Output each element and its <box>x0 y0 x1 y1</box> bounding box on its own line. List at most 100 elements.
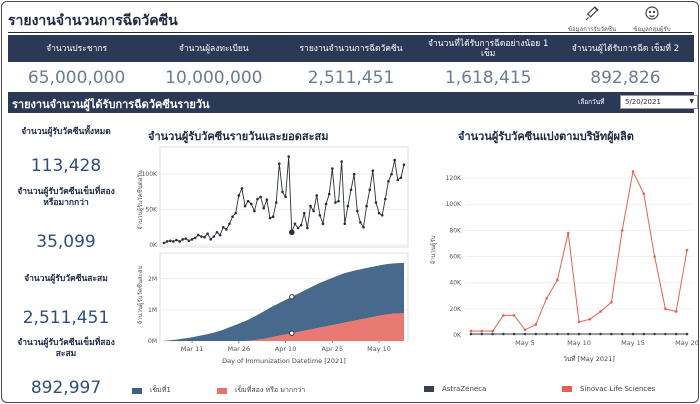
kpi-value-row: 65,000,000 10,000,000 2,511,451 1,618,41… <box>8 64 694 92</box>
daily-point <box>243 204 247 208</box>
manufacturer-chart[interactable]: 0K 20K 40K 60K 80K 100K 120K จำนวนผู้รับ May 5 Ma… <box>423 145 698 377</box>
stat-value-cumulative-dose2: 892,997 <box>30 378 102 398</box>
kpi-value-population: 65,000,000 <box>27 68 126 88</box>
manufacturer-ytick: 20K <box>449 306 462 313</box>
daily-point <box>334 201 337 204</box>
daily-point <box>237 194 241 197</box>
sinovac-point <box>469 329 473 333</box>
daily-point <box>200 235 203 238</box>
daily-point <box>175 238 178 242</box>
daily-panel-frame <box>159 146 409 248</box>
daily-point <box>296 226 300 230</box>
daily-point <box>196 233 200 237</box>
kpi-value-dose1: 1,618,415 <box>444 68 532 88</box>
daily-point <box>396 178 400 182</box>
syringe-icon <box>585 6 599 21</box>
person-icon <box>645 6 659 20</box>
astrazeneca-point <box>469 332 473 336</box>
daily-point <box>324 202 328 206</box>
daily-point <box>337 199 340 203</box>
daily-point <box>355 209 359 213</box>
daily-point <box>299 223 303 227</box>
daily-point <box>293 222 297 226</box>
astrazeneca-point <box>610 332 613 336</box>
daily-ytick: 0K <box>149 242 158 249</box>
astrazeneca-point <box>631 332 635 336</box>
kpi-value-vaccinations: 2,511,451 <box>307 68 395 88</box>
daily-highlight-point <box>288 229 295 236</box>
sinovac-point <box>512 314 516 317</box>
daily-point <box>343 222 347 226</box>
daily-point <box>184 237 188 240</box>
daily-point <box>321 222 325 226</box>
astrazeneca-point <box>664 332 667 336</box>
daily-point <box>318 213 322 217</box>
daily-point <box>187 239 191 243</box>
sinovac-point <box>566 231 570 235</box>
sinovac-point <box>588 318 592 321</box>
daily-point <box>340 160 343 163</box>
sinovac-point <box>502 314 505 317</box>
daily-series-line <box>163 156 405 244</box>
cumulative-ytick: 0M <box>148 338 157 345</box>
date-select[interactable]: 5/20/2021 ▼ <box>620 95 698 109</box>
legend-label-dose1: เข็มที่1 <box>150 386 171 394</box>
daily-point <box>209 238 213 241</box>
kpi-header-band: จำนวนประชากร จำนวนผู้ลงทะเบียน รายงานจำน… <box>8 35 694 62</box>
legend-swatch-astrazeneca <box>424 386 434 392</box>
daily-point <box>225 228 228 231</box>
daily-point <box>215 230 219 234</box>
astrazeneca-point <box>491 332 494 336</box>
legend-swatch-dose2 <box>217 387 227 394</box>
legend-label-astrazeneca: AstraZeneca <box>442 385 487 393</box>
astrazeneca-point <box>588 332 592 336</box>
daily-point <box>287 155 290 158</box>
daily-point <box>281 190 284 194</box>
manufacturer-xlabel: วันที่ [May 2021] <box>563 354 615 363</box>
daily-point <box>374 201 378 204</box>
legend-swatch-sinovac <box>562 386 572 392</box>
manufacturer-ytick: 80K <box>449 227 462 234</box>
daily-point <box>240 187 244 190</box>
daily-point <box>190 238 194 241</box>
sinovac-line <box>471 169 688 332</box>
astrazeneca-point <box>545 332 548 336</box>
sinovac-point <box>599 310 602 313</box>
sinovac-point <box>610 301 613 304</box>
daily-point <box>165 240 169 243</box>
daily-point <box>253 209 256 213</box>
daily-point <box>306 226 309 230</box>
daily-point <box>331 167 334 170</box>
kpi-label-registered: จำนวนผู้ลงทะเบียน <box>178 43 249 54</box>
manufacturer-ytick: 100K <box>446 201 462 208</box>
astrazeneca-point <box>674 332 678 336</box>
manufacturer-ytick: 0K <box>453 332 462 339</box>
daily-point <box>284 195 287 199</box>
daily-ytick: 50K <box>145 207 158 214</box>
kpi-label-vaccinations: รายงานจำนวนการฉีดวัคซีน <box>299 43 403 54</box>
daily-point <box>268 216 272 220</box>
cumulative-xtick: Mar 11 <box>181 345 204 353</box>
sinovac-point <box>653 255 656 258</box>
manufacturer-ytick: 40K <box>449 280 462 287</box>
daily-point <box>352 172 356 176</box>
daily-point <box>265 198 269 202</box>
stat-value-total: 113,428 <box>30 156 102 176</box>
astrazeneca-point <box>480 332 484 336</box>
daily-point <box>212 235 216 238</box>
daily-point <box>393 158 396 162</box>
kpi-label-dose1: จำนวนที่ได้รับการฉีดอย่างน้อย 1 เข็ม <box>428 38 549 59</box>
daily-point <box>162 241 166 245</box>
daily-point <box>359 221 362 224</box>
sinovac-point <box>523 328 527 332</box>
manufacturer-xtick: May 10 <box>567 339 591 347</box>
daily-point <box>315 194 319 197</box>
astrazeneca-point <box>642 332 646 336</box>
vaccine-info-link[interactable]: ข้อมูลการรับวัคซีน <box>567 5 617 34</box>
chevron-down-icon: ▼ <box>689 98 694 105</box>
daily-section-bar: รายงานจำนวนผู้ได้รับการฉีดวัคซีนรายวัน เ… <box>8 92 698 113</box>
manufacturer-chart-title: จำนวนผู้รับวัคซีนแบ่งตามบริษัทผู้ผลิต <box>458 130 634 143</box>
daily-point <box>249 202 253 206</box>
astrazeneca-point <box>566 332 570 336</box>
